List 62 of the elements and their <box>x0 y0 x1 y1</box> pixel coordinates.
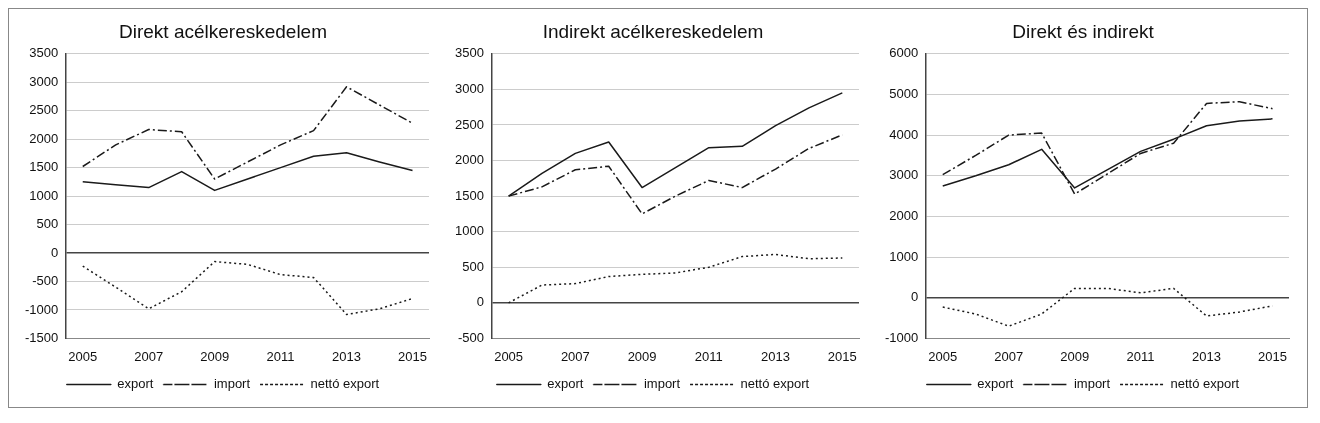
legend-label: export <box>977 376 1014 392</box>
x-tick-label: 2009 <box>627 348 657 364</box>
y-tick-label: 3500 <box>455 45 484 61</box>
line-series <box>81 260 414 316</box>
legend-label: nettó export <box>310 376 380 392</box>
y-tick-label: 0 <box>51 244 59 260</box>
legend-label: import <box>1073 376 1111 392</box>
x-tick-label: 2011 <box>694 348 723 364</box>
y-tick-label: 500 <box>462 258 484 274</box>
x-tick-label: 2011 <box>1126 348 1155 364</box>
x-tick-label: 2005 <box>68 348 98 364</box>
y-tick-label: 2000 <box>29 130 59 146</box>
legend-label: import <box>213 376 251 392</box>
legend-label: import <box>643 376 681 392</box>
y-tick-label: -1500 <box>25 329 59 345</box>
legend-label: nettó export <box>740 376 810 392</box>
legend-label: export <box>547 376 584 392</box>
y-tick-label: 1500 <box>29 159 59 175</box>
line-series <box>81 86 414 180</box>
x-tick-label: 2015 <box>398 348 427 364</box>
y-tick-label: 3000 <box>455 80 484 96</box>
x-tick-label: 2013 <box>332 348 362 364</box>
x-tick-label: 2009 <box>1060 348 1090 364</box>
y-tick-label: 1000 <box>29 187 59 203</box>
x-tick-label: 2015 <box>827 348 857 364</box>
y-tick-label: 2500 <box>455 116 484 132</box>
legend-label: nettó export <box>1170 376 1240 392</box>
chart-title: Direkt acélkereskedelem <box>118 20 328 42</box>
y-tick-label: 0 <box>911 289 919 305</box>
y-tick-label: 500 <box>36 216 59 232</box>
y-tick-label: 3000 <box>29 73 59 89</box>
y-tick-label: 1000 <box>889 248 919 264</box>
line-series <box>507 253 844 304</box>
x-tick-label: 2007 <box>994 348 1024 364</box>
x-tick-label: 2009 <box>200 348 230 364</box>
x-tick-label: 2007 <box>560 348 590 364</box>
x-tick-label: 2005 <box>928 348 958 364</box>
y-tick-label: -1000 <box>885 329 919 345</box>
y-tick-label: 5000 <box>889 86 919 102</box>
y-tick-label: 2000 <box>455 152 484 168</box>
y-tick-label: 0 <box>476 294 484 310</box>
y-tick-label: -500 <box>32 273 59 289</box>
y-tick-label: 3500 <box>29 45 59 61</box>
x-tick-label: 2007 <box>134 348 164 364</box>
y-tick-label: 6000 <box>889 45 919 61</box>
x-tick-label: 2005 <box>494 348 524 364</box>
x-tick-label: 2013 <box>1192 348 1222 364</box>
y-tick-label: -1000 <box>25 301 59 317</box>
y-tick-label: -500 <box>457 329 484 345</box>
line-series <box>941 101 1274 195</box>
legend-label: export <box>117 376 154 392</box>
x-tick-label: 2015 <box>1258 348 1287 364</box>
y-tick-label: 2500 <box>29 102 59 118</box>
y-tick-label: 3000 <box>889 167 919 183</box>
y-tick-label: 1000 <box>455 223 484 239</box>
chart-title: Direkt és indirekt <box>1012 20 1155 42</box>
y-tick-label: 4000 <box>889 126 919 142</box>
x-tick-label: 2013 <box>761 348 791 364</box>
y-tick-label: 1500 <box>455 187 484 203</box>
x-tick-label: 2011 <box>266 348 295 364</box>
chart-title: Indirekt acélkereskedelem <box>542 20 764 42</box>
y-tick-label: 2000 <box>889 208 919 224</box>
